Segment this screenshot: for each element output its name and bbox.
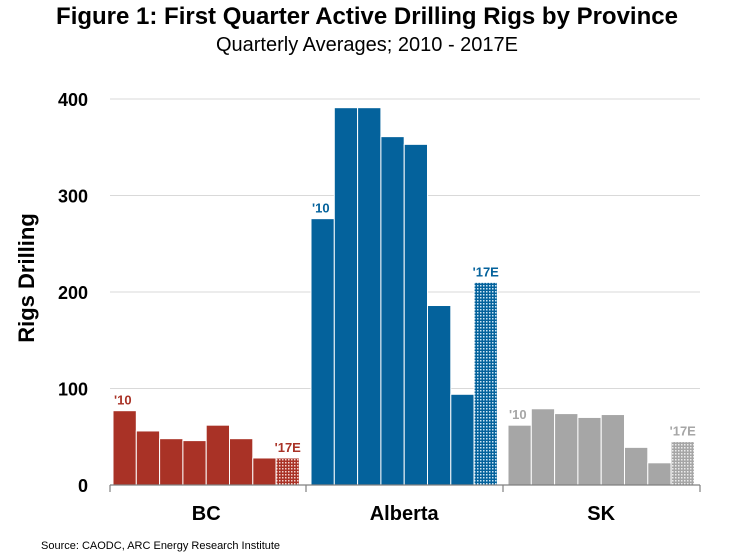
bar: [473, 281, 498, 486]
bar: [112, 410, 137, 486]
bar: [333, 107, 359, 486]
bar: [670, 441, 695, 486]
bar-end-label: '17E: [670, 424, 697, 439]
y-tick-label: 200: [58, 283, 88, 303]
bar: [530, 408, 556, 486]
bar: [357, 107, 382, 486]
labels: 0 100 200 300 400 '10 '17E BC '10 '17E Alberta '10 '…: [58, 90, 696, 525]
y-tick-label: 100: [58, 380, 88, 400]
bar: [135, 430, 161, 486]
y-axis-label: Rigs Drilling: [14, 213, 39, 343]
chart-title: Figure 1: First Quarter Active Drilling …: [56, 3, 678, 30]
bar: [380, 136, 405, 486]
y-tick-label: 0: [78, 476, 88, 496]
bar: [229, 438, 254, 486]
bar: [600, 414, 626, 486]
x-category-label: Alberta: [370, 503, 440, 525]
bar-end-label: '17E: [275, 440, 302, 455]
chart-subtitle: Quarterly Averages; 2010 - 2017E: [215, 34, 519, 56]
x-category-label: SK: [587, 503, 615, 525]
bar-start-label: '10: [114, 393, 132, 408]
bar: [577, 416, 602, 486]
bar: [275, 457, 300, 486]
y-tick-label: 300: [58, 187, 88, 207]
bar-chart: 0 100 200 300 400 '10 '17E BC '10 '17E Alberta '10 '…: [14, 90, 701, 525]
bar: [450, 393, 475, 486]
bar: [427, 305, 452, 486]
bar-start-label: '10: [509, 407, 527, 422]
axes: [109, 484, 701, 492]
x-category-label: BC: [192, 503, 221, 525]
bars: [112, 107, 695, 486]
bar: [182, 440, 207, 486]
source-note: Source: CAODC, ARC Energy Research Insti…: [41, 540, 281, 552]
bar-start-label: '10: [312, 201, 330, 216]
y-tick-label: 400: [58, 90, 88, 110]
bar: [554, 413, 579, 486]
bar: [205, 424, 230, 486]
bar: [624, 446, 649, 486]
bar: [507, 424, 532, 486]
bar: [252, 457, 277, 486]
bar-end-label: '17E: [473, 264, 500, 279]
bar: [403, 143, 429, 486]
bar: [159, 438, 184, 486]
bar: [310, 218, 335, 486]
bar: [647, 462, 672, 486]
